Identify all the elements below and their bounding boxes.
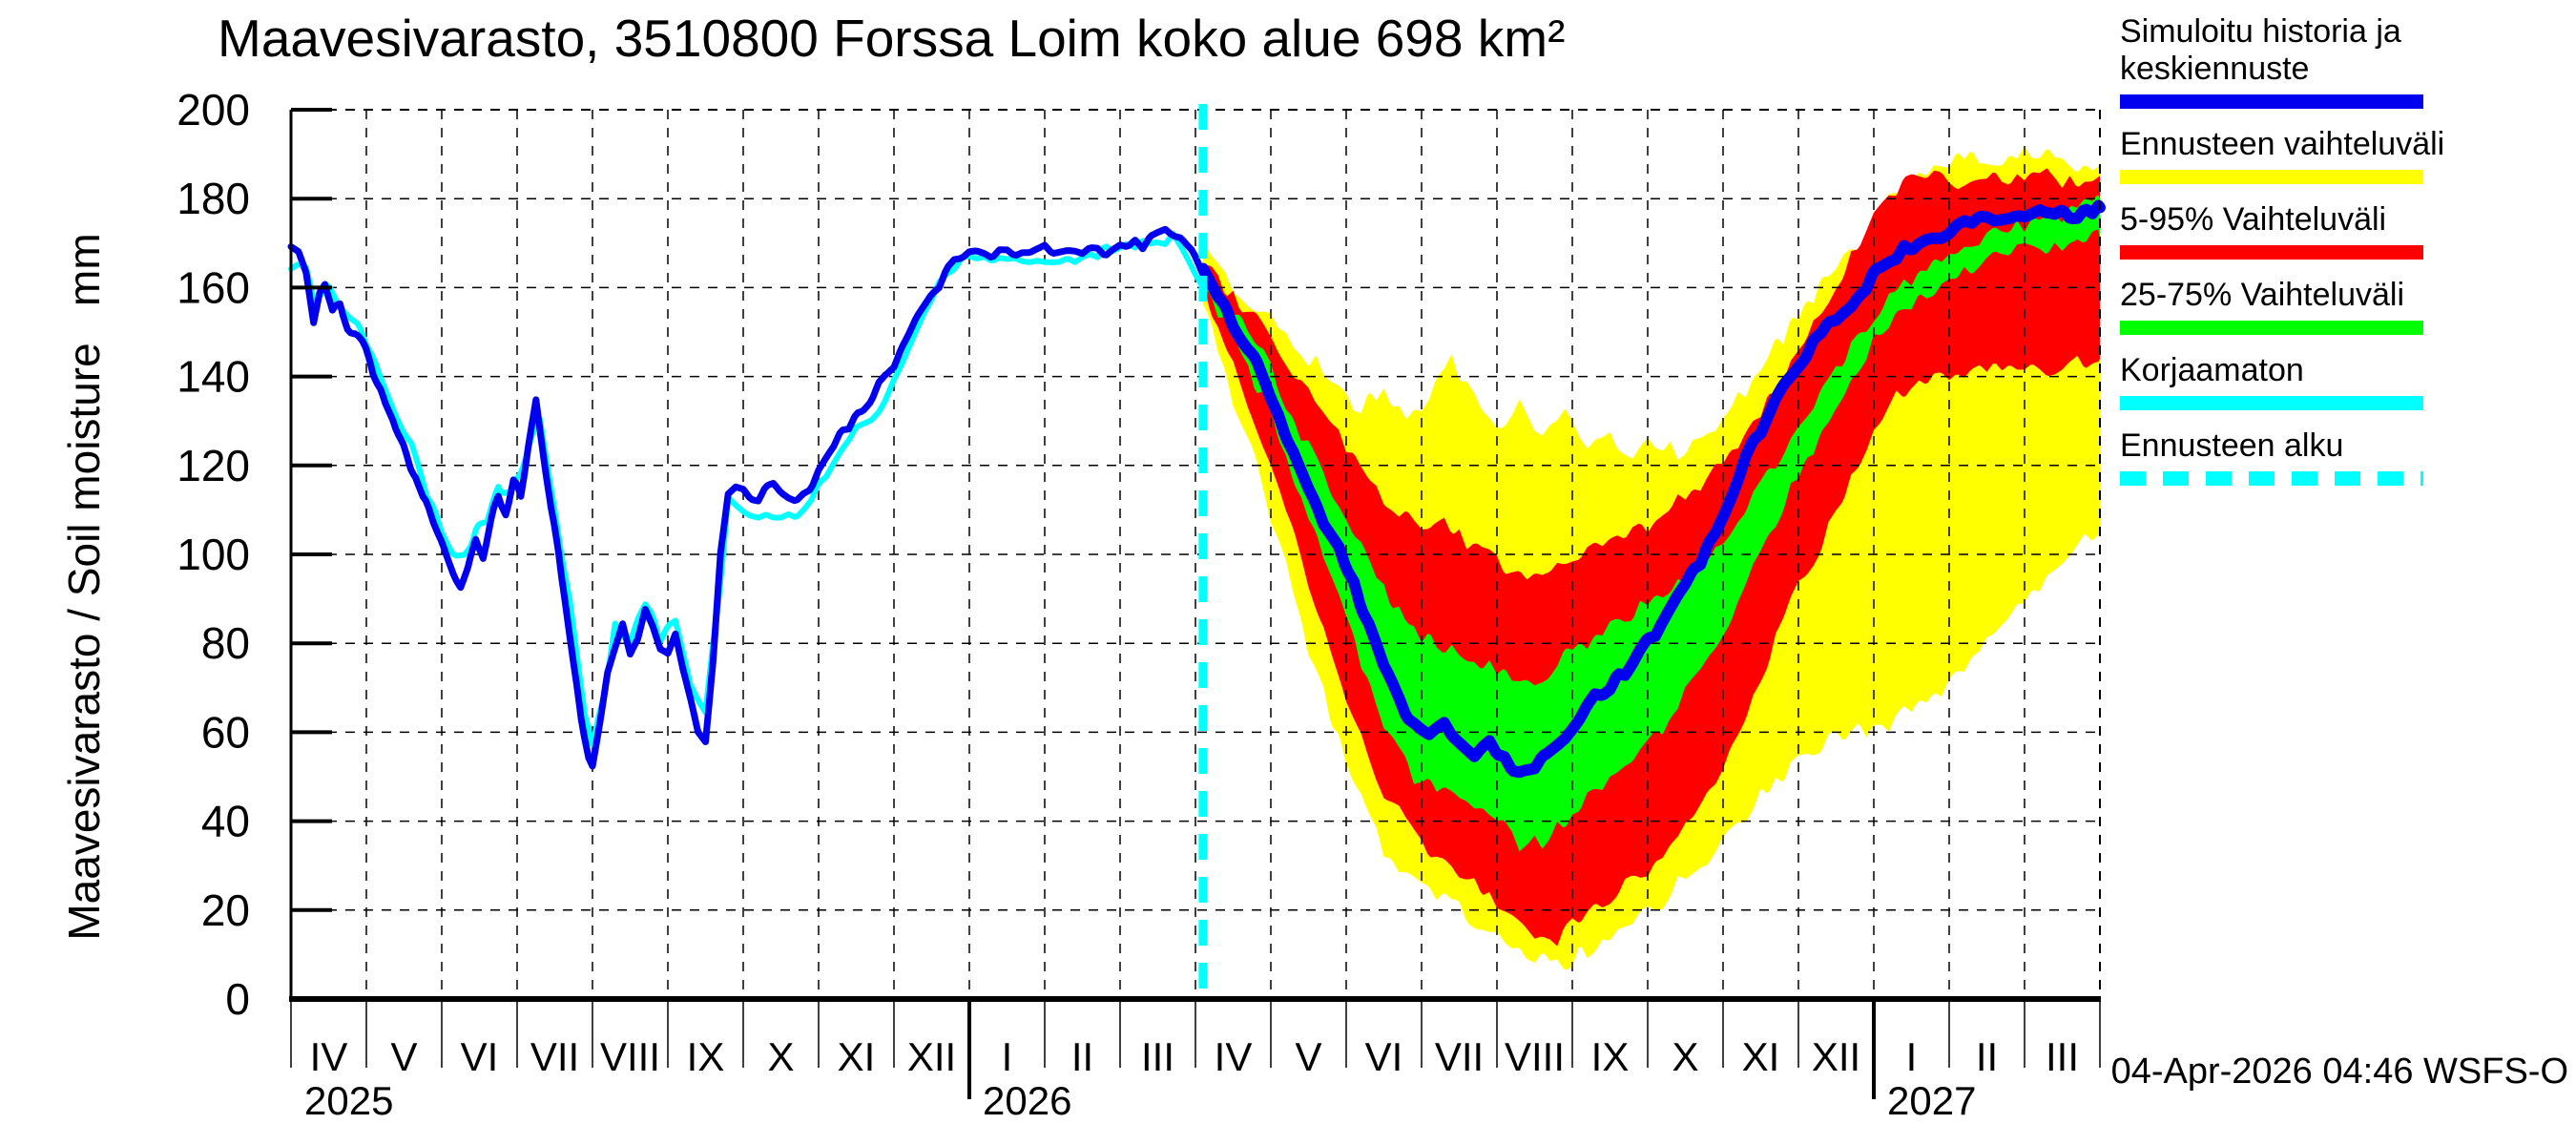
legend-swatch-line [2120,94,2423,109]
legend-item-3: 25-75% Vaihteluväli [2120,277,2568,335]
legend-item-0: Simuloitu historia ja keskiennuste [2120,13,2568,109]
legend-item-5: Ennusteen alku [2120,427,2568,486]
svg-text:V: V [390,1034,417,1079]
svg-text:140: 140 [177,352,250,402]
svg-text:IX: IX [1591,1034,1630,1079]
svg-text:VI: VI [1365,1034,1403,1079]
x-month-labels: IV V VI VII VIII IX X XI XII I II III IV V VI VII VIII IX… [310,1034,2079,1079]
legend: Simuloitu historia ja keskiennuste Ennust… [2120,13,2568,503]
svg-text:XII: XII [907,1034,956,1079]
svg-text:100: 100 [177,530,250,579]
x-ticks [290,999,2101,1099]
svg-text:III: III [1141,1034,1174,1079]
svg-text:I: I [1906,1034,1918,1079]
svg-text:2026: 2026 [983,1078,1071,1123]
legend-label: 25-75% Vaihteluväli [2120,277,2404,313]
svg-text:180: 180 [177,174,250,223]
svg-text:XI: XI [1742,1034,1780,1079]
svg-text:IX: IX [687,1034,725,1079]
y-ticks [291,108,332,912]
svg-text:X: X [1672,1034,1698,1079]
svg-text:III: III [2046,1034,2079,1079]
svg-text:VIII: VIII [600,1034,660,1079]
history-uncorrected-line [288,230,1206,748]
legend-swatch-line [2120,396,2423,410]
svg-text:I: I [1002,1034,1013,1079]
svg-text:II: II [1071,1034,1093,1079]
band-25-75 [1202,195,2100,852]
svg-text:60: 60 [201,707,250,757]
forecast-median-line [1196,199,2106,779]
svg-text:XI: XI [838,1034,876,1079]
svg-text:120: 120 [177,441,250,490]
svg-text:40: 40 [201,797,250,846]
legend-item-2: 5-95% Vaihteluväli [2120,201,2568,260]
svg-text:160: 160 [177,262,250,312]
date-stamp: 04-Apr-2026 04:46 WSFS-O [2110,1051,2568,1092]
chart-title: Maavesivarasto, 3510800 Forssa Loim koko… [218,9,1566,68]
legend-swatch-line [2120,170,2423,184]
legend-item-4: Korjaamaton [2120,352,2568,410]
legend-label: Ennusteen alku [2120,427,2344,464]
svg-text:IV: IV [310,1034,348,1079]
legend-label: Ennusteen vaihteluväli [2120,126,2445,162]
svg-text:X: X [767,1034,794,1079]
svg-text:VII: VII [1435,1034,1484,1079]
x-year-labels: 2025 2026 2027 [304,1078,1976,1123]
y-tick-labels: 0 20 40 60 80 100 120 140 160 180 200 [177,85,250,1024]
svg-text:VII: VII [530,1034,579,1079]
legend-label: Simuloitu historia ja keskiennuste [2120,13,2401,87]
legend-swatch-line [2120,321,2423,335]
legend-swatch-dashed-line [2120,471,2423,486]
gridlines [291,110,2100,999]
legend-label: Korjaamaton [2120,352,2304,388]
svg-text:IV: IV [1215,1034,1253,1079]
svg-text:80: 80 [201,618,250,668]
legend-swatch-line [2120,245,2423,260]
svg-text:V: V [1295,1034,1321,1079]
svg-text:XII: XII [1812,1034,1860,1079]
svg-text:20: 20 [201,885,250,935]
legend-label: 5-95% Vaihteluväli [2120,201,2387,238]
svg-text:VIII: VIII [1505,1034,1565,1079]
svg-text:200: 200 [177,85,250,135]
svg-text:II: II [1976,1034,1998,1079]
svg-text:2025: 2025 [304,1078,393,1123]
svg-text:2027: 2027 [1887,1078,1976,1123]
svg-text:VI: VI [461,1034,499,1079]
svg-text:0: 0 [225,974,250,1024]
history-simulated-line [287,225,1207,770]
legend-item-1: Ennusteen vaihteluväli [2120,126,2568,184]
